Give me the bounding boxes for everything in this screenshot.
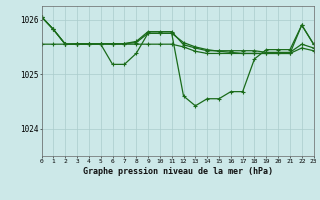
X-axis label: Graphe pression niveau de la mer (hPa): Graphe pression niveau de la mer (hPa) xyxy=(83,167,273,176)
